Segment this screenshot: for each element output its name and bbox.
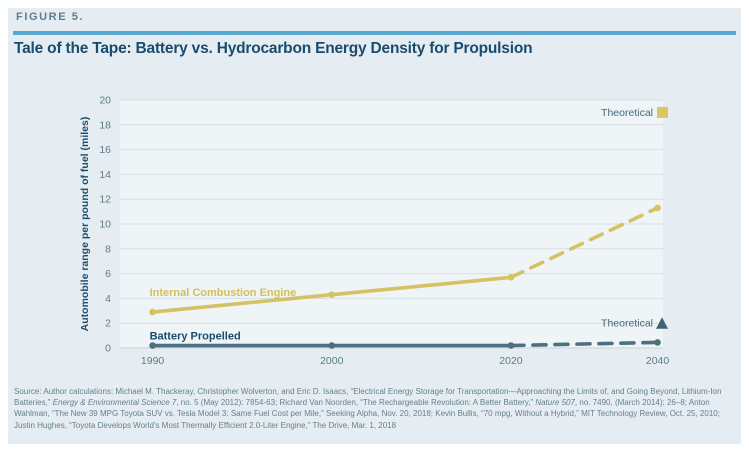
x-tick-label: 2040 — [646, 355, 670, 367]
x-tick-label: 2020 — [499, 355, 523, 367]
source-text: , no. 5 (May 2012): 7854-63; Richard Van… — [176, 398, 536, 408]
data-point-marker — [507, 274, 515, 281]
page-title: Tale of the Tape: Battery vs. Hydrocarbo… — [14, 40, 533, 57]
y-tick-label: 16 — [99, 144, 111, 156]
data-point-marker — [654, 339, 661, 346]
y-tick-label: 6 — [105, 268, 111, 280]
source-text: , no. 7490, (March 2014): 26–8; Anton Wa… — [14, 398, 720, 430]
y-tick-label: 0 — [105, 343, 111, 355]
theoretical-square-marker — [657, 106, 668, 118]
data-point-marker — [654, 204, 661, 212]
x-tick-label: 2000 — [320, 355, 344, 367]
y-axis-title: Automobile range per pound of fuel (mile… — [79, 117, 91, 332]
data-point-marker — [149, 308, 156, 316]
y-tick-label: 8 — [105, 243, 111, 255]
x-tick-label: 1990 — [141, 355, 165, 367]
y-tick-label: 20 — [99, 95, 111, 107]
source-journal-name: Nature 507 — [535, 398, 575, 408]
data-point-marker — [328, 291, 336, 298]
source-journal-name: Energy & Environmental Science 7 — [52, 398, 177, 408]
data-point-marker — [149, 342, 156, 349]
data-point-marker — [328, 342, 336, 349]
figure-panel: FIGURE 5. Tale of the Tape: Battery vs. … — [8, 8, 741, 444]
chart-area: 0 2 4 6 8 10 12 14 16 18 20 1990 2000 2020 2040 Automob… — [8, 75, 741, 375]
y-tick-label: 14 — [99, 169, 111, 181]
theoretical-label: Theoretical — [601, 318, 653, 330]
source-note: Source: Author calculations: Michael M. … — [14, 386, 730, 431]
y-tick-label: 4 — [105, 293, 111, 305]
series-label: Battery Propelled — [150, 331, 241, 343]
theoretical-triangle-marker — [656, 317, 668, 329]
figure-label: FIGURE 5. — [16, 11, 85, 23]
y-tick-label: 10 — [99, 219, 111, 231]
series-label: Internal Combustion Engine — [150, 287, 297, 299]
y-tick-label: 2 — [105, 318, 111, 330]
header-rule — [13, 31, 736, 35]
source-text: Source: Author calculations: Michael M. … — [14, 387, 722, 408]
line-chart: 0 2 4 6 8 10 12 14 16 18 20 1990 2000 2020 2040 Automob… — [79, 95, 670, 368]
y-tick-label: 12 — [99, 194, 111, 206]
series-line-projected — [509, 206, 660, 280]
y-tick-label: 18 — [99, 119, 111, 131]
series-line-projected — [509, 340, 660, 348]
data-point-marker — [507, 342, 515, 349]
theoretical-label: Theoretical — [601, 107, 653, 119]
